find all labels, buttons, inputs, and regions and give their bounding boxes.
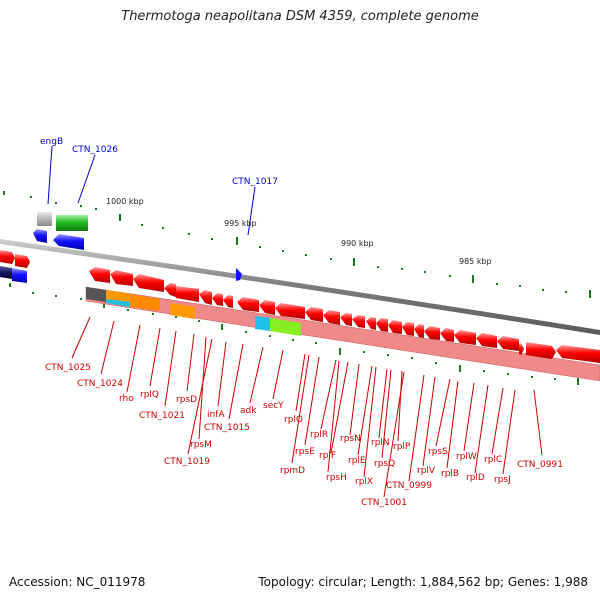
- genome-title: Thermotoga neapolitana DSM 4359, complet…: [121, 9, 479, 24]
- gene-forward-arrow: [164, 283, 176, 297]
- label-rplW: rplW: [456, 452, 477, 462]
- function-band: [86, 287, 301, 336]
- label-rpsN: rpsN: [340, 434, 361, 444]
- label-rho: rho: [119, 394, 134, 404]
- inner-backbone: [85, 286, 600, 382]
- label-CTN_1015: CTN_1015: [204, 423, 250, 433]
- gene-forward-arrow: [199, 290, 212, 305]
- ruler-label-985kbp: 985 kbp: [459, 257, 492, 266]
- label-rplV: rplV: [417, 466, 436, 476]
- gene-reverse-arrow: [0, 266, 12, 279]
- gene-forward-arrow: [556, 345, 600, 363]
- label-CTN_1021: CTN_1021: [139, 411, 185, 421]
- ruler-label-1000kbp: 1000 kbp: [106, 197, 144, 206]
- gene-forward-arrow: [424, 326, 440, 340]
- gene-forward-arrow: [15, 254, 30, 268]
- gene-forward-arrow: [352, 315, 365, 328]
- gene-forward-arrow: [212, 293, 223, 306]
- label-CTN_1019: CTN_1019: [164, 457, 210, 467]
- gene-forward-arrow: [305, 307, 323, 322]
- gene-CTN_1026-block: [56, 215, 88, 231]
- gene-forward-arrow: [476, 333, 497, 348]
- label-rpsQ: rpsQ: [374, 459, 395, 469]
- label-rplF: rplF: [319, 451, 336, 461]
- label-rpmD: rpmD: [280, 466, 305, 476]
- label-CTN_1026: CTN_1026: [72, 145, 118, 155]
- gene-engB-block: [37, 212, 52, 226]
- label-rpsH: rpsH: [326, 473, 347, 483]
- label-CTN_0991: CTN_0991: [517, 460, 563, 470]
- label-rpsM: rpsM: [190, 440, 212, 450]
- label-infA: infA: [207, 410, 225, 420]
- label-rplB: rplB: [441, 469, 459, 479]
- ruler-labels: 1000 kbp 995 kbp 990 kbp 985 kbp: [106, 197, 492, 266]
- label-rplQ: rplQ: [140, 390, 159, 400]
- label-rpsE: rpsE: [295, 447, 315, 457]
- label-CTN_1017: CTN_1017: [232, 177, 278, 187]
- label-rplP: rplP: [393, 442, 411, 452]
- forward-genes: [0, 250, 600, 363]
- gene-forward-arrow: [275, 303, 305, 319]
- label-engB: engB: [40, 137, 63, 147]
- label-rplD: rplD: [466, 473, 485, 483]
- gene-forward-arrow: [376, 318, 388, 332]
- label-rpsD: rpsD: [176, 395, 197, 405]
- gene-forward-arrow: [340, 313, 352, 326]
- genome-summary: Topology: circular; Length: 1,884,562 bp…: [258, 575, 588, 589]
- label-CTN_1024: CTN_1024: [77, 379, 123, 389]
- gene-reverse-arrow: [12, 268, 27, 283]
- gene-forward-arrow: [526, 342, 556, 359]
- label-rpsS: rpsS: [428, 447, 448, 457]
- reverse-leaders: [47, 145, 256, 236]
- inner-tick-track: [9, 283, 579, 385]
- label-rplO: rplO: [284, 415, 303, 425]
- label-CTN_1001: CTN_1001: [361, 498, 407, 508]
- gene-forward-arrow: [223, 295, 233, 308]
- gene-CTN_1017-arrow: [236, 268, 242, 281]
- gene-reverse-arrow: [53, 234, 84, 250]
- gene-reverse-arrow: [33, 229, 47, 243]
- gene-forward-arrow: [497, 336, 519, 351]
- gene-forward-arrow: [176, 286, 199, 302]
- gene-forward-arrow: [259, 300, 275, 315]
- label-rplC: rplC: [484, 455, 502, 465]
- forward-gene-labels: CTN_1025 CTN_1024 rho rplQ CTN_1021 rpsD…: [45, 363, 563, 508]
- gene-forward-arrow: [402, 322, 414, 336]
- gene-forward-arrow: [133, 274, 164, 292]
- gene-forward-arrow: [323, 310, 340, 325]
- gene-forward-arrow: [366, 317, 376, 330]
- gene-forward-arrow: [454, 330, 476, 345]
- gene-forward-arrow: [440, 328, 454, 342]
- label-secY: secY: [263, 401, 284, 411]
- label-CTN_1025: CTN_1025: [45, 363, 91, 373]
- outer-tick-track: [3, 191, 591, 298]
- reverse-genes: [0, 212, 242, 283]
- accession-label: Accession: NC_011978: [9, 575, 146, 589]
- gene-forward-arrow: [237, 297, 259, 312]
- gene-forward-arrow: [110, 270, 133, 286]
- gene-forward-arrow: [519, 343, 524, 355]
- forward-leaders: [71, 316, 543, 498]
- reverse-gene-labels: engB CTN_1026 CTN_1017: [40, 137, 278, 187]
- label-rplN: rplN: [371, 438, 390, 448]
- label-rpsJ: rpsJ: [494, 475, 511, 485]
- label-rplR: rplR: [310, 430, 328, 440]
- gene-forward-arrow: [89, 267, 110, 283]
- ruler-label-995kbp: 995 kbp: [224, 219, 257, 228]
- genome-backbone: [0, 239, 600, 335]
- ruler-label-990kbp: 990 kbp: [341, 239, 374, 248]
- gene-forward-arrow: [388, 320, 402, 334]
- gene-forward-arrow: [0, 250, 15, 264]
- label-rplE: rplE: [348, 456, 366, 466]
- label-rplX: rplX: [355, 477, 373, 487]
- label-adk: adk: [240, 406, 257, 416]
- gene-forward-arrow: [414, 324, 424, 338]
- label-CTN_0999: CTN_0999: [386, 481, 432, 491]
